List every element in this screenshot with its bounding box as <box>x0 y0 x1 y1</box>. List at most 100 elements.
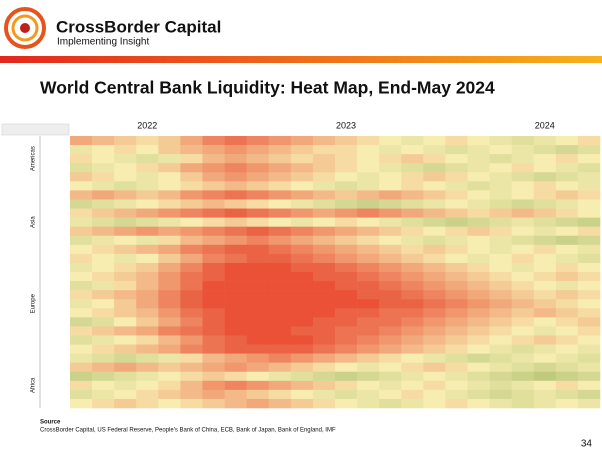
heat-cell <box>312 199 336 209</box>
heat-cell <box>224 380 247 391</box>
heat-cell <box>445 299 468 309</box>
heat-cell <box>70 190 93 200</box>
heat-cell <box>158 181 181 191</box>
heat-cell <box>246 335 270 345</box>
heat-cell <box>533 335 557 345</box>
heat-cell <box>423 136 446 146</box>
heat-cell <box>379 244 402 255</box>
header-bar <box>0 56 602 63</box>
heat-cell <box>401 253 424 264</box>
heat-cell <box>467 262 490 273</box>
heat-cell <box>511 344 535 354</box>
heat-cell <box>268 244 292 255</box>
heat-cell <box>136 362 159 373</box>
heat-cell <box>136 326 159 336</box>
heat-cell <box>246 244 270 255</box>
heat-cell <box>224 335 247 345</box>
heat-cell <box>401 172 424 182</box>
heat-cell <box>312 272 336 282</box>
heat-cell <box>555 253 579 264</box>
heat-cell <box>114 371 137 382</box>
heat-cell <box>555 226 579 237</box>
heat-cell <box>246 163 270 173</box>
heat-cell <box>268 181 292 191</box>
heat-cell <box>268 353 292 363</box>
heat-cell <box>114 344 137 354</box>
heat-cell <box>136 208 159 218</box>
heat-cell <box>489 380 512 391</box>
heat-cell <box>577 163 601 173</box>
logo <box>4 7 46 49</box>
heat-cell <box>445 226 468 237</box>
heat-cell <box>335 226 358 237</box>
heat-cell <box>511 290 535 300</box>
heat-cell <box>180 326 203 336</box>
heat-cell <box>268 272 292 282</box>
heat-cell <box>445 380 468 391</box>
heat-cell <box>158 380 181 391</box>
heat-cell <box>555 190 579 200</box>
heat-cell <box>577 371 601 382</box>
heat-cell <box>224 217 247 227</box>
heat-cell <box>180 208 203 218</box>
heat-cell <box>114 281 137 291</box>
heat-cell <box>335 272 358 282</box>
heat-cell <box>401 398 424 409</box>
heat-cell <box>268 226 292 237</box>
heat-cell <box>555 262 579 273</box>
heat-cell <box>136 299 159 309</box>
heat-cell <box>445 398 468 409</box>
heat-cell <box>577 326 601 336</box>
heat-cell <box>489 163 512 173</box>
heat-cell <box>136 226 159 237</box>
heat-cell <box>379 154 402 164</box>
heat-cell <box>114 380 137 391</box>
heat-cell <box>290 244 314 255</box>
heat-cell <box>555 389 579 400</box>
heat-cell <box>136 172 159 182</box>
heat-cell <box>92 389 115 400</box>
heat-cell <box>246 199 270 209</box>
heat-cell <box>202 172 225 182</box>
heat-cell <box>224 371 247 382</box>
heat-cell <box>158 281 181 291</box>
heat-cell <box>114 262 137 273</box>
heat-cell <box>467 389 490 400</box>
heat-cell <box>577 362 601 373</box>
heat-cell <box>357 199 380 209</box>
heat-cell <box>268 389 292 400</box>
heat-cell <box>202 371 225 382</box>
heat-cell <box>489 299 512 309</box>
heat-cell <box>555 290 579 300</box>
heat-cell <box>70 326 93 336</box>
heat-cell <box>180 290 203 300</box>
heat-cell <box>312 299 336 309</box>
heat-cell <box>180 172 203 182</box>
heat-cell <box>92 235 115 246</box>
heat-cell <box>533 380 557 391</box>
heat-cell <box>136 335 159 345</box>
heat-cell <box>180 226 203 237</box>
heat-cell <box>489 262 512 273</box>
heat-cell <box>158 235 181 246</box>
heat-cell <box>445 344 468 354</box>
heat-cell <box>533 199 557 209</box>
heat-cell <box>357 281 380 291</box>
heat-cell <box>202 362 225 373</box>
heat-cell <box>224 145 247 155</box>
heat-cell <box>379 362 402 373</box>
heat-cell <box>533 290 557 300</box>
heat-cell <box>555 353 579 363</box>
heat-cell <box>224 181 247 191</box>
heat-cell <box>489 199 512 209</box>
heat-cell <box>423 398 446 409</box>
heat-cell <box>577 136 601 146</box>
heat-cell <box>401 290 424 300</box>
heat-cell <box>114 272 137 282</box>
heat-cell <box>335 145 358 155</box>
heat-cell <box>70 172 93 182</box>
heat-cell <box>533 281 557 291</box>
heat-cell <box>489 244 512 255</box>
heat-cell <box>114 299 137 309</box>
region-label: Africa <box>31 377 37 393</box>
